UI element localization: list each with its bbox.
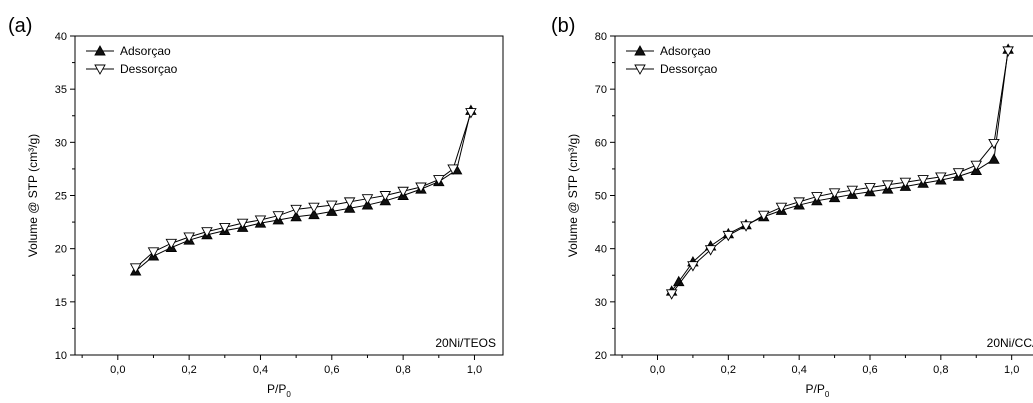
- desorption-point: [219, 222, 231, 234]
- y-tick-label: 15: [55, 297, 67, 309]
- chart-panel-0: (a) 0,0 0,2 0,4 0,6 0,8 1,0 10 15 20 25 30 35 40 P/P0 V…: [8, 15, 504, 399]
- y-axis-label: Volume @ STP (cm³/g): [26, 134, 40, 257]
- desorption-point: [828, 188, 841, 199]
- y-tick-label: 20: [55, 244, 67, 256]
- desorption-point: [970, 160, 983, 172]
- desorption-point: [272, 211, 285, 222]
- panel-label: (b): [551, 15, 575, 37]
- desorption-point: [687, 261, 699, 272]
- desorption-point: [465, 108, 477, 119]
- desorption-point: [129, 263, 142, 274]
- x-tick-label: 0,2: [721, 364, 736, 376]
- adsorption-point: [308, 208, 320, 220]
- adsorption-point: [290, 210, 302, 222]
- desorption-point: [183, 232, 195, 243]
- desorption-point: [811, 192, 823, 203]
- legend-marker: [94, 64, 106, 75]
- desorption-point: [343, 197, 356, 208]
- desorption-point: [379, 191, 392, 202]
- x-tick-label: 0,0: [110, 364, 125, 376]
- x-axis-label: P/P0: [267, 382, 291, 399]
- desorption-point: [254, 215, 267, 226]
- legend-label: Adsorçao: [660, 44, 711, 58]
- desorption-point: [397, 186, 409, 198]
- adsorption-point: [988, 153, 1000, 164]
- x-axis-label: P/P0: [806, 382, 830, 399]
- y-tick-label: 80: [595, 31, 607, 43]
- desorption-point: [917, 175, 929, 186]
- x-tick-label: 0,6: [324, 364, 339, 376]
- legend-label: Adsorçao: [120, 44, 171, 58]
- x-tick-label: 0,8: [395, 364, 410, 376]
- chart-panel-1: (b) 0,0 0,2 0,4 0,6 0,8 1,0 20 30 40 50 60 70 80 P/P0 V…: [551, 15, 1033, 399]
- desorption-point: [899, 177, 912, 189]
- x-tick-label: 0,8: [933, 364, 948, 376]
- legend-marker: [634, 45, 646, 56]
- x-tick-label: 0,4: [253, 364, 268, 376]
- desorption-point: [722, 230, 735, 242]
- sample-label: 20Ni/TEOS: [435, 336, 496, 350]
- y-tick-label: 70: [595, 84, 607, 96]
- desorption-point: [665, 289, 678, 300]
- y-tick-label: 40: [55, 31, 67, 43]
- desorption-point: [935, 172, 947, 183]
- desorption-point: [740, 221, 752, 232]
- desorption-point: [147, 247, 160, 258]
- desorption-point: [447, 164, 459, 175]
- x-axis-label-subscript: 0: [825, 390, 830, 399]
- desorption-point: [326, 200, 338, 211]
- x-tick-label: 0,4: [792, 364, 807, 376]
- legend-marker: [94, 45, 106, 56]
- plot-area: [665, 43, 1014, 300]
- desorption-point: [793, 197, 805, 208]
- plot-area: [129, 104, 477, 276]
- desorption-point: [704, 245, 717, 256]
- legend-label: Dessorçao: [660, 62, 718, 76]
- plot-frame: [74, 35, 504, 356]
- legend-marker: [634, 64, 646, 75]
- desorption-point: [236, 218, 249, 230]
- x-tick-label: 1,0: [1004, 364, 1019, 376]
- y-tick-label: 60: [595, 137, 607, 149]
- y-tick-label: 30: [55, 137, 67, 149]
- desorption-point: [165, 238, 178, 250]
- x-tick-label: 0,0: [650, 364, 665, 376]
- y-tick-label: 35: [55, 84, 67, 96]
- y-tick-label: 20: [595, 350, 607, 362]
- x-tick-label: 0,6: [862, 364, 877, 376]
- y-axis-label: Volume @ STP (cm³/g): [566, 134, 580, 257]
- legend-label: Dessorçao: [120, 62, 178, 76]
- x-tick-label: 0,2: [181, 364, 196, 376]
- desorption-point: [846, 185, 859, 197]
- desorption-point: [308, 202, 320, 214]
- y-tick-label: 40: [595, 244, 607, 256]
- x-axis-label-subscript: 0: [286, 390, 291, 399]
- desorption-point: [988, 138, 1000, 150]
- x-tick-label: 1,0: [467, 364, 482, 376]
- desorption-point: [290, 204, 302, 216]
- desorption-point: [881, 180, 894, 191]
- panel-label: (a): [8, 15, 32, 37]
- desorption-point: [415, 182, 427, 193]
- y-tick-label: 50: [595, 191, 607, 203]
- desorption-point: [864, 183, 876, 194]
- desorption-point: [775, 202, 788, 214]
- desorption-point: [361, 194, 374, 205]
- sample-label: 20Ni/CCA: [987, 336, 1033, 350]
- desorption-point: [952, 168, 965, 179]
- desorption-point: [1002, 46, 1014, 57]
- desorption-point: [201, 227, 213, 238]
- desorption-point: [757, 210, 770, 222]
- y-tick-label: 10: [55, 350, 67, 362]
- desorption-point: [433, 175, 445, 186]
- y-tick-label: 30: [595, 297, 607, 309]
- y-tick-label: 25: [55, 191, 67, 203]
